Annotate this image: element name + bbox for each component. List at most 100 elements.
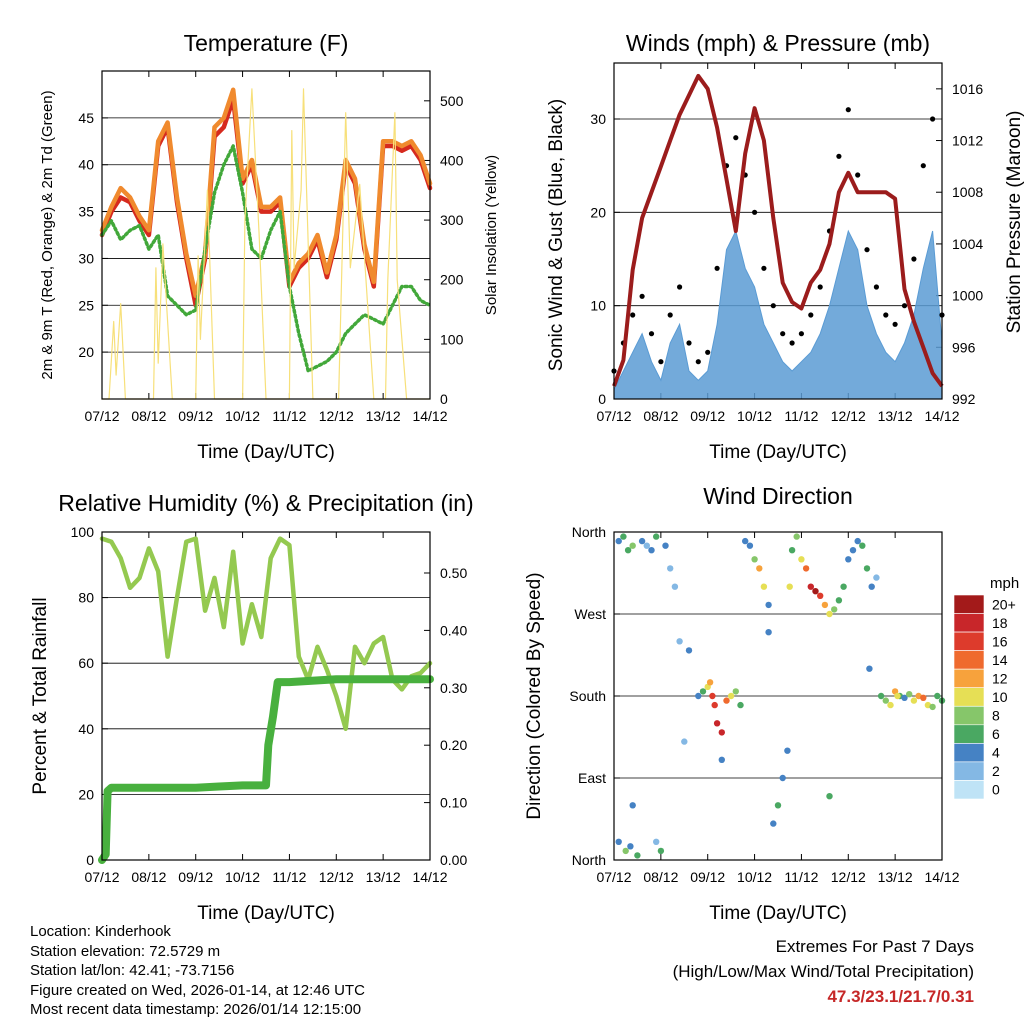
- ytick-right-label-1-1: 996: [952, 339, 976, 355]
- direction-point-50: [835, 597, 843, 604]
- winds-gust-point-21: [808, 312, 814, 318]
- colorbar-swatch-7: [953, 724, 985, 744]
- direction-point-76: [718, 756, 725, 763]
- winds-gust-point-3: [639, 293, 645, 299]
- ytick-right-label-1-5: 1012: [952, 133, 983, 149]
- direction-point-3: [629, 542, 636, 549]
- winds-gust-point-6: [667, 312, 673, 318]
- direction-point-31: [746, 542, 754, 549]
- station-info: Location: Kinderhook Station elevation: …: [30, 922, 365, 1020]
- colorbar-swatch-10: [953, 780, 985, 800]
- direction-point-22: [709, 692, 716, 700]
- direction-point-65: [906, 691, 913, 698]
- wind-direction-ylabel: Direction (Colored By Speed): [524, 572, 545, 819]
- ytick-right-label-1-2: 1000: [952, 288, 983, 304]
- direction-point-16: [676, 638, 683, 645]
- direction-point-73: [629, 802, 636, 809]
- direction-point-71: [934, 692, 941, 700]
- xtick-label-2-3: 10/12: [225, 869, 260, 885]
- xtick-label-0-5: 12/12: [319, 408, 354, 424]
- winds-gust-point-31: [901, 303, 908, 309]
- direction-point-43: [802, 565, 810, 572]
- colorbar-title: mph: [990, 575, 1019, 592]
- xtick-label-1-4: 11/12: [784, 408, 818, 424]
- ytick-label-1-2: 20: [590, 204, 606, 220]
- colorbar-swatch-5: [953, 687, 985, 707]
- winds-gust-point-19: [789, 340, 795, 346]
- ytick-label-3-2: South: [569, 688, 606, 704]
- humidity-ylabel: Percent & Total Rainfall: [30, 597, 51, 794]
- ytick-right-label-2-5: 0.50: [440, 565, 467, 581]
- direction-point-26: [723, 697, 730, 704]
- winds-gust-point-5: [658, 359, 664, 365]
- created-text: Figure created on Wed, 2026-01-14, at 12…: [30, 981, 365, 999]
- ytick-label-3-1: East: [578, 770, 606, 786]
- ytick-label-1-3: 30: [590, 111, 606, 127]
- ytick-label-0-5: 45: [78, 110, 94, 126]
- xtick-label-1-0: 07/12: [596, 408, 631, 424]
- direction-point-52: [845, 556, 852, 563]
- winds-series-station-pressure: [612, 73, 944, 388]
- ytick-right-label-0-3: 300: [440, 212, 464, 228]
- ytick-label-0-0: 20: [78, 344, 94, 360]
- xtick-label-2-2: 09/12: [178, 869, 213, 885]
- xtick-label-3-0: 07/12: [596, 869, 631, 885]
- ytick-label-0-3: 35: [78, 204, 94, 220]
- direction-point-46: [817, 592, 824, 599]
- colorbar-swatch-3: [953, 650, 985, 670]
- winds-gust-point-27: [864, 247, 870, 253]
- ytick-right-label-0-5: 500: [440, 93, 464, 109]
- xtick-label-3-2: 09/12: [690, 869, 725, 885]
- direction-point-51: [840, 583, 847, 590]
- direction-point-8: [638, 537, 646, 545]
- direction-point-56: [863, 565, 871, 572]
- xtick-label-3-5: 12/12: [831, 869, 866, 885]
- winds-ylabel-right: Station Pressure (Maroon): [1004, 111, 1024, 334]
- xtick-label-3-4: 11/12: [784, 869, 818, 885]
- xtick-label-0-6: 13/12: [366, 408, 401, 424]
- colorbar-label-0: 20+: [992, 596, 1016, 612]
- ytick-right-label-1-4: 1008: [952, 184, 983, 200]
- direction-point-74: [653, 838, 660, 845]
- direction-point-4: [615, 838, 622, 845]
- direction-point-15: [671, 583, 679, 590]
- direction-point-29: [737, 701, 744, 709]
- direction-point-38: [779, 774, 786, 782]
- winds-gust-point-28: [873, 284, 880, 290]
- ytick-right-label-0-2: 200: [440, 272, 464, 288]
- ytick-right-label-1-6: 1016: [952, 81, 983, 97]
- recent-timestamp-text: Most recent data timestamp: 2026/01/14 1…: [30, 1001, 362, 1018]
- winds-gust-point-20: [798, 331, 805, 337]
- direction-point-79: [826, 793, 833, 800]
- direction-point-10: [648, 547, 655, 554]
- location-text: Location: Kinderhook: [30, 923, 171, 940]
- ytick-label-1-1: 10: [590, 298, 606, 314]
- plot-border-1: [613, 62, 943, 400]
- colorbar-label-3: 14: [992, 652, 1008, 668]
- direction-point-2: [624, 547, 632, 554]
- winds-gust-point-18: [780, 331, 786, 337]
- winds-gust-point-10: [705, 349, 711, 355]
- direction-point-32: [751, 556, 758, 563]
- direction-point-12: [657, 847, 665, 855]
- direction-point-39: [784, 747, 791, 754]
- direction-point-13: [662, 542, 669, 549]
- ytick-label-3-3: West: [574, 606, 606, 622]
- xtick-label-2-5: 12/12: [319, 869, 354, 885]
- direction-point-19: [699, 688, 707, 695]
- direction-point-24: [713, 720, 721, 727]
- temperature-ylabel-right: Solar Insolation (Yellow): [483, 155, 500, 315]
- direction-point-17: [685, 647, 693, 654]
- xtick-label-0-4: 11/12: [272, 408, 306, 424]
- humidity-series-total-rainfall: [98, 675, 434, 864]
- direction-point-47: [821, 601, 829, 609]
- direction-point-30: [742, 537, 749, 545]
- winds-gust-point-24: [836, 153, 842, 159]
- colorbar-label-7: 6: [992, 726, 1000, 742]
- latlon-text: Station lat/lon: 42.41; -73.7156: [30, 962, 235, 979]
- extremes-values: 47.3/23.1/21.7/0.31: [827, 987, 974, 1006]
- winds-series-sonic-wind: [613, 229, 943, 400]
- xtick-label-3-1: 08/12: [643, 869, 678, 885]
- ytick-right-label-0-0: 0: [440, 391, 448, 407]
- direction-point-36: [770, 820, 777, 827]
